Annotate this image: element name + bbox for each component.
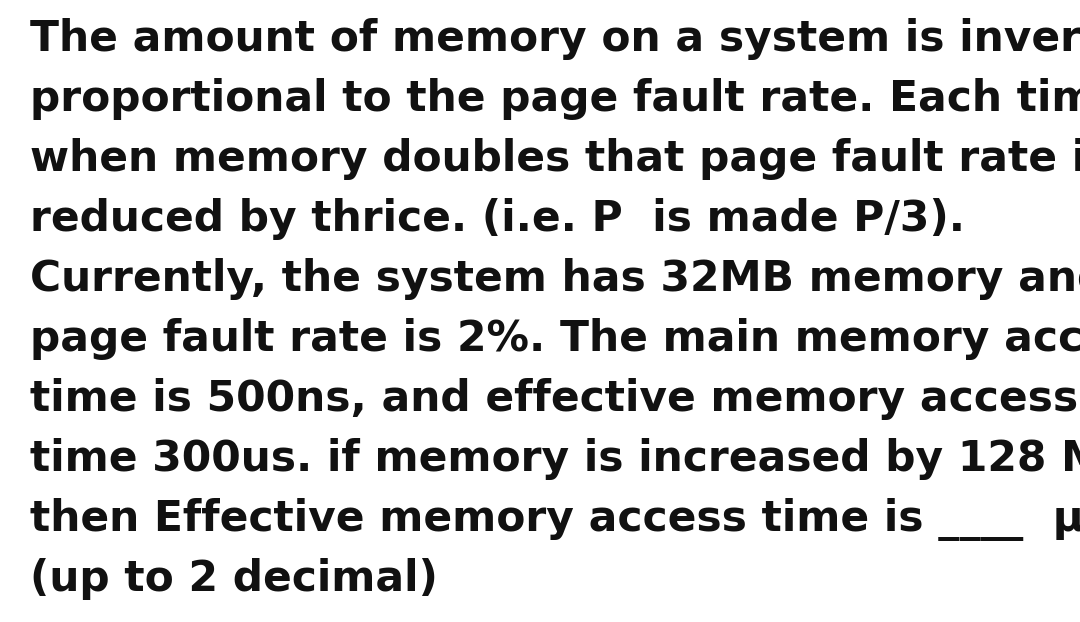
Text: Currently, the system has 32MB memory and the: Currently, the system has 32MB memory an…	[30, 258, 1080, 300]
Text: proportional to the page fault rate. Each time: proportional to the page fault rate. Eac…	[30, 78, 1080, 120]
Text: reduced by thrice. (i.e. P  is made P/3).: reduced by thrice. (i.e. P is made P/3).	[30, 198, 966, 240]
Text: The amount of memory on a system is inversely: The amount of memory on a system is inve…	[30, 18, 1080, 60]
Text: then Effective memory access time is ____  μs.: then Effective memory access time is ___…	[30, 498, 1080, 541]
Text: when memory doubles that page fault rate is: when memory doubles that page fault rate…	[30, 138, 1080, 180]
Text: (up to 2 decimal): (up to 2 decimal)	[30, 558, 437, 600]
Text: time is 500ns, and effective memory access: time is 500ns, and effective memory acce…	[30, 378, 1078, 420]
Text: page fault rate is 2%. The main memory access: page fault rate is 2%. The main memory a…	[30, 318, 1080, 360]
Text: time 300us. if memory is increased by 128 MB: time 300us. if memory is increased by 12…	[30, 438, 1080, 480]
